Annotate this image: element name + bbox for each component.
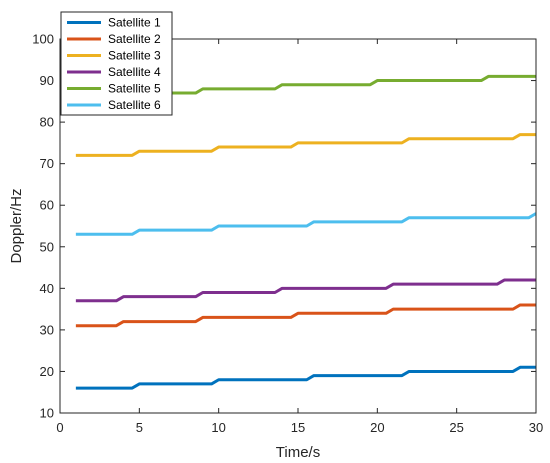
x-tick-label: 30: [529, 420, 543, 435]
y-tick-label: 70: [40, 156, 54, 171]
legend-label: Satellite 1: [108, 16, 161, 30]
x-tick-label: 15: [291, 420, 305, 435]
y-tick-label: 100: [32, 32, 54, 47]
series-line-satellite-3: [75, 133, 536, 157]
y-axis-label: Doppler/Hz: [8, 188, 25, 263]
legend-label: Satellite 5: [108, 82, 161, 96]
series-layer: [75, 74, 536, 390]
y-tick-label: 10: [40, 406, 54, 421]
series-line-satellite-4: [75, 278, 536, 303]
x-tick-label: 20: [370, 420, 384, 435]
x-tick-label: 5: [136, 420, 143, 435]
series-line-satellite-2: [75, 303, 536, 328]
y-axis: 10 20 30 40 50 60 70 80 90 100: [32, 32, 536, 421]
series-line-satellite-1: [75, 365, 536, 390]
legend-label: Satellite 6: [108, 98, 161, 112]
legend-label: Satellite 2: [108, 32, 161, 46]
y-tick-label: 20: [40, 364, 54, 379]
x-axis: 0 5 10 15 20 25 30: [56, 39, 543, 435]
series-line-satellite-6: [75, 212, 536, 236]
y-tick-label: 30: [40, 322, 54, 337]
x-axis-label: Time/s: [276, 444, 320, 461]
legend-label: Satellite 4: [108, 65, 161, 79]
legend-label: Satellite 3: [108, 49, 161, 63]
y-tick-label: 40: [40, 281, 54, 296]
x-tick-label: 10: [211, 420, 225, 435]
legend-box: [60, 11, 173, 116]
x-tick-label: 0: [56, 420, 63, 435]
y-tick-label: 60: [40, 198, 54, 213]
y-tick-label: 90: [40, 73, 54, 88]
y-tick-label: 50: [40, 239, 54, 254]
y-tick-label: 80: [40, 115, 54, 130]
legend: Satellite 1 Satellite 2 Satellite 3 Satelli…: [60, 11, 173, 116]
x-tick-label: 25: [449, 420, 463, 435]
